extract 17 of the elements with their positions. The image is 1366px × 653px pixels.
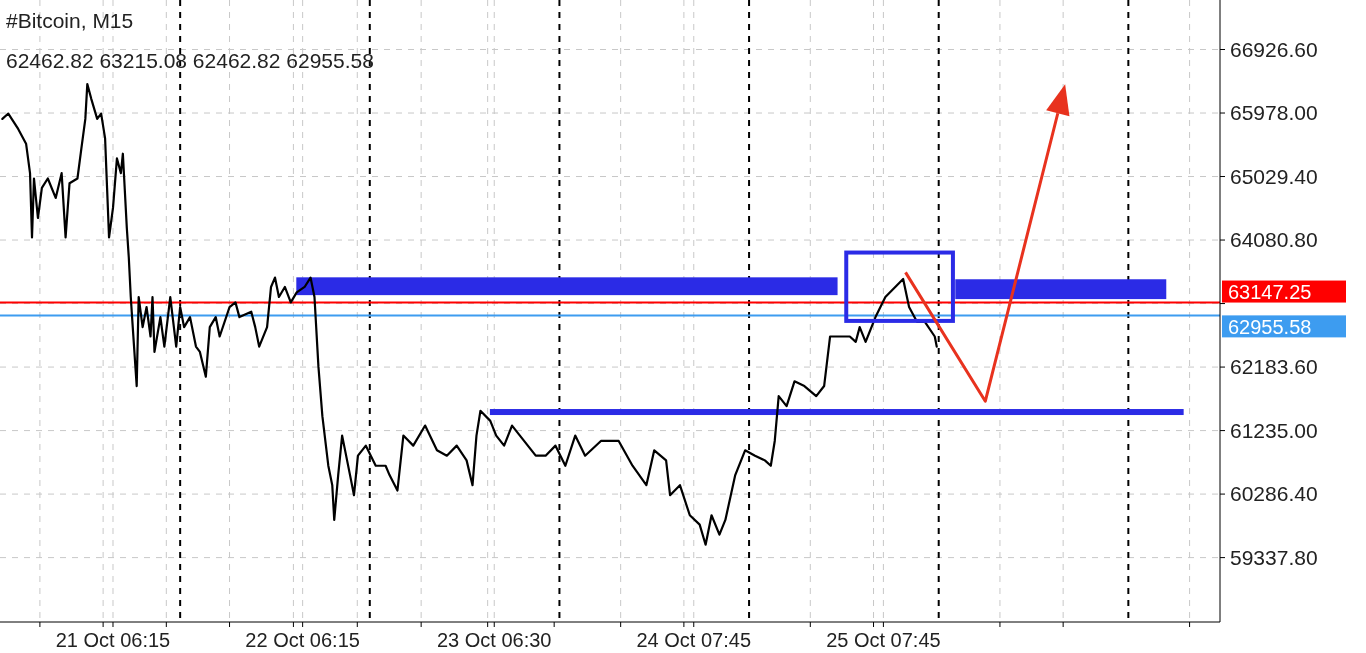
y-tick-label: 62183.60	[1230, 355, 1318, 379]
y-tick-label: 60286.40	[1230, 482, 1318, 506]
y-tick-label: 65029.40	[1230, 164, 1318, 188]
chart-title: #Bitcoin, M15	[6, 9, 134, 32]
text: 62462.82 63215.08 62462.82 62955.58	[6, 49, 374, 72]
y-tick-label: 66926.60	[1230, 37, 1318, 61]
x-tick-label: 23 Oct 06:30	[436, 629, 552, 651]
ref-line-label: 63147.25	[1228, 280, 1312, 303]
x-tick-label: 24 Oct 07:45	[636, 629, 752, 651]
y-tick-label: 64080.80	[1230, 228, 1318, 252]
x-tick-label: 21 Oct 06:15	[55, 629, 171, 651]
y-tick-label: 59337.80	[1230, 545, 1318, 569]
x-tick-label: 22 Oct 06:15	[245, 629, 360, 651]
y-tick-label: 65978.00	[1230, 101, 1318, 125]
ref-line-label: 62955.58	[1228, 315, 1312, 338]
y-tick-label: 61235.00	[1230, 418, 1318, 442]
x-tick-label: 25 Oct 07:45	[826, 629, 941, 651]
